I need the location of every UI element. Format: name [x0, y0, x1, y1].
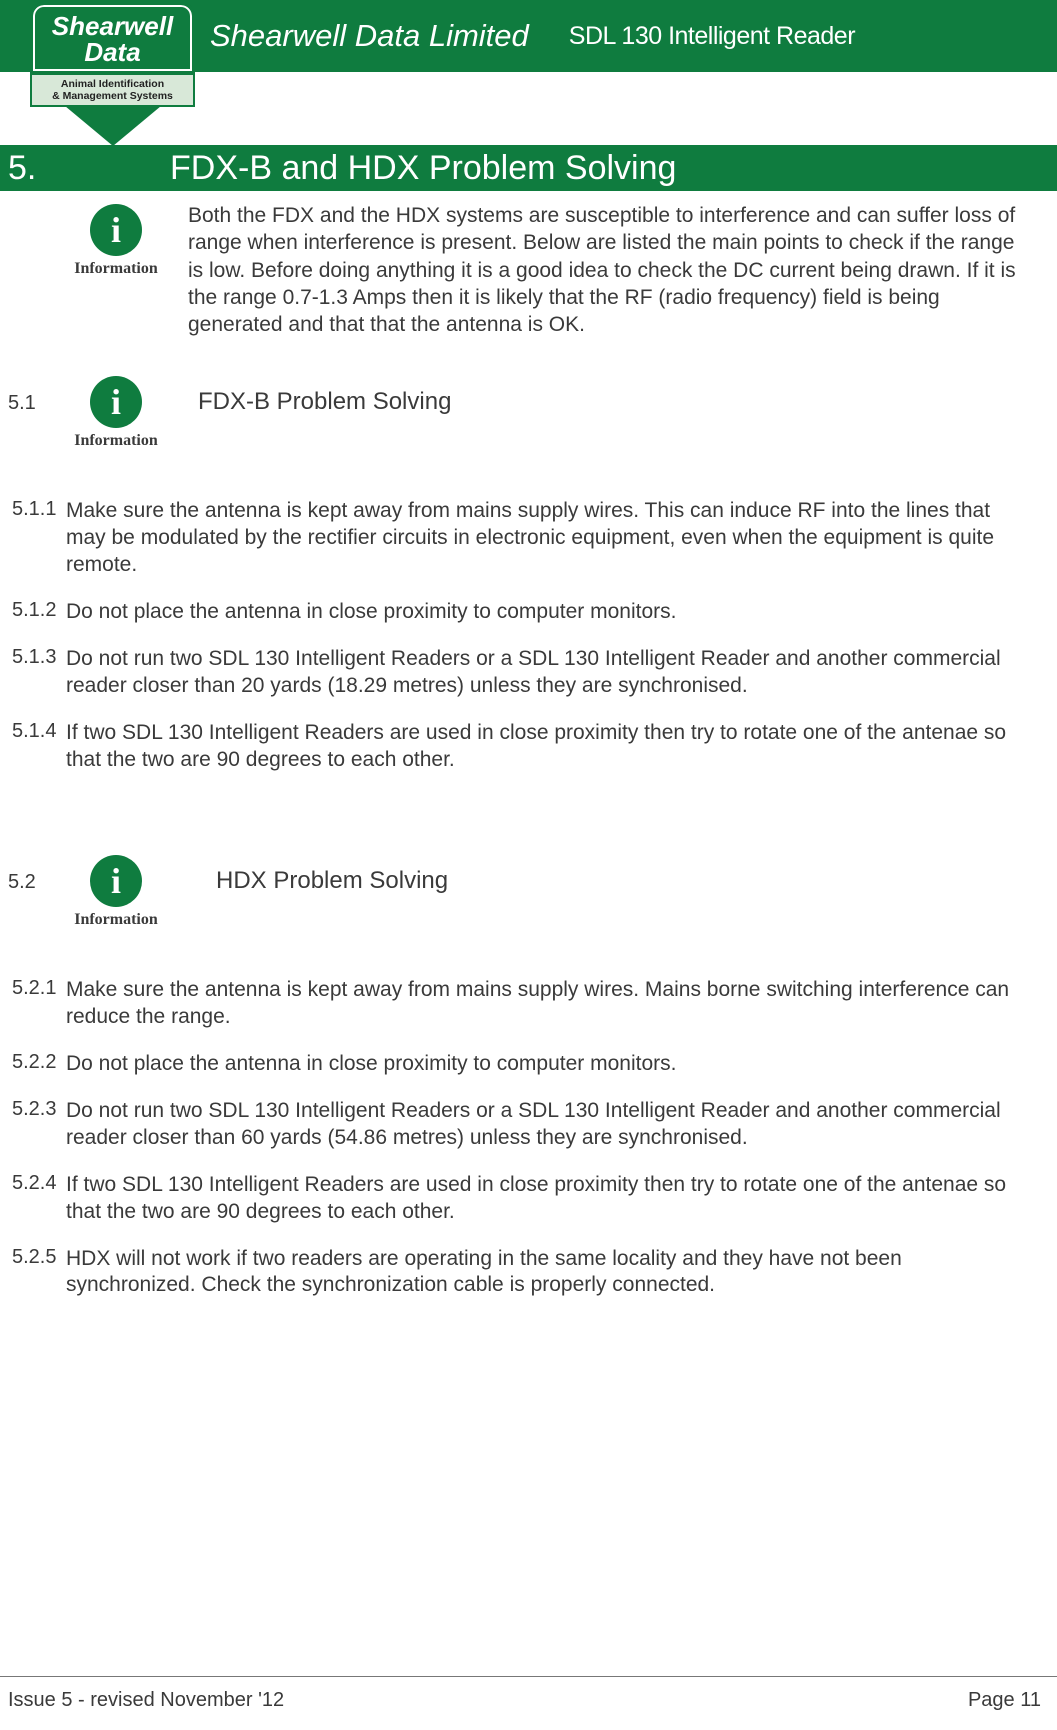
section-number: 5. — [0, 149, 170, 188]
information-icon: i Information — [74, 204, 158, 278]
info-icon-label: Information — [74, 432, 158, 450]
brand-logo: Shearwell Data Animal Identification & M… — [30, 2, 195, 146]
paragraph-text: If two SDL 130 Intelligent Readers are u… — [66, 1172, 1039, 1226]
subsection-number: 5.2 — [8, 853, 52, 894]
paragraph-row: 5.1.4 If two SDL 130 Intelligent Readers… — [8, 720, 1039, 774]
logo-sub-line2: & Management Systems — [52, 90, 173, 102]
subsection-number: 5.1 — [8, 374, 52, 415]
paragraph-text: Do not run two SDL 130 Intelligent Reade… — [66, 1098, 1039, 1152]
paragraph-row: 5.1.3 Do not run two SDL 130 Intelligent… — [8, 646, 1039, 700]
info-circle-icon: i — [90, 376, 142, 428]
info-circle-icon: i — [90, 855, 142, 907]
footer-issue: Issue 5 - revised November '12 — [8, 1689, 284, 1712]
info-icon-column: i Information — [52, 853, 180, 929]
paragraph-text: Do not place the antenna in close proxim… — [66, 1051, 1039, 1078]
paragraph-text: If two SDL 130 Intelligent Readers are u… — [66, 720, 1039, 774]
paragraph-row: 5.2.1 Make sure the antenna is kept away… — [8, 977, 1039, 1031]
paragraph-number: 5.1.4 — [8, 720, 66, 743]
paragraph-text: Make sure the antenna is kept away from … — [66, 977, 1039, 1031]
paragraph-row: 5.1.1 Make sure the antenna is kept away… — [8, 498, 1039, 579]
paragraph-number: 5.2.2 — [8, 1051, 66, 1074]
section-title: FDX-B and HDX Problem Solving — [170, 149, 676, 188]
paragraph-number: 5.2.3 — [8, 1098, 66, 1121]
logo-text: Shearwell Data — [30, 2, 195, 74]
header-title: Shearwell Data Limited — [210, 18, 529, 54]
intro-block: i Information Both the FDX and the HDX s… — [8, 202, 1039, 338]
info-icon-column: i Information — [8, 202, 188, 278]
paragraph-number: 5.1.1 — [8, 498, 66, 521]
paragraph-text: Do not place the antenna in close proxim… — [66, 599, 1039, 626]
paragraph-number: 5.2.4 — [8, 1172, 66, 1195]
logo-subtext: Animal Identification & Management Syste… — [30, 73, 195, 107]
information-icon: i Information — [74, 376, 158, 450]
subsection-5-2-heading: 5.2 i Information HDX Problem Solving — [8, 853, 1039, 929]
paragraph-text: HDX will not work if two readers are ope… — [66, 1246, 1039, 1300]
information-icon: i Information — [74, 855, 158, 929]
logo-triangle-icon — [65, 106, 161, 146]
subsection-5-2-body: 5.2.1 Make sure the antenna is kept away… — [8, 977, 1039, 1299]
section-heading-bar: 5. FDX-B and HDX Problem Solving — [0, 145, 1057, 191]
logo-line2: Data — [84, 37, 140, 67]
paragraph-number: 5.2.1 — [8, 977, 66, 1000]
paragraph-number: 5.1.2 — [8, 599, 66, 622]
header-subtitle: SDL 130 Intelligent Reader — [569, 22, 855, 51]
paragraph-text: Do not run two SDL 130 Intelligent Reade… — [66, 646, 1039, 700]
subsection-5-1-heading: 5.1 i Information FDX-B Problem Solving — [8, 374, 1039, 450]
page-footer: Issue 5 - revised November '12 Page 11 — [0, 1676, 1057, 1712]
subsection-5-1-body: 5.1.1 Make sure the antenna is kept away… — [8, 498, 1039, 773]
paragraph-row: 5.2.2 Do not place the antenna in close … — [8, 1051, 1039, 1078]
paragraph-number: 5.2.5 — [8, 1246, 66, 1269]
paragraph-row: 5.2.3 Do not run two SDL 130 Intelligent… — [8, 1098, 1039, 1152]
page-content: i Information Both the FDX and the HDX s… — [0, 202, 1057, 1319]
subsection-title: HDX Problem Solving — [180, 853, 448, 895]
paragraph-number: 5.1.3 — [8, 646, 66, 669]
paragraph-row: 5.1.2 Do not place the antenna in close … — [8, 599, 1039, 626]
footer-page-number: Page 11 — [968, 1689, 1041, 1712]
paragraph-row: 5.2.5 HDX will not work if two readers a… — [8, 1246, 1039, 1300]
logo-sub-line1: Animal Identification — [61, 78, 164, 90]
info-icon-column: i Information — [52, 374, 180, 450]
subsection-title: FDX-B Problem Solving — [180, 374, 451, 416]
paragraph-text: Make sure the antenna is kept away from … — [66, 498, 1039, 579]
info-icon-label: Information — [74, 911, 158, 929]
info-circle-icon: i — [90, 204, 142, 256]
intro-text: Both the FDX and the HDX systems are sus… — [188, 202, 1039, 338]
paragraph-row: 5.2.4 If two SDL 130 Intelligent Readers… — [8, 1172, 1039, 1226]
info-icon-label: Information — [74, 260, 158, 278]
